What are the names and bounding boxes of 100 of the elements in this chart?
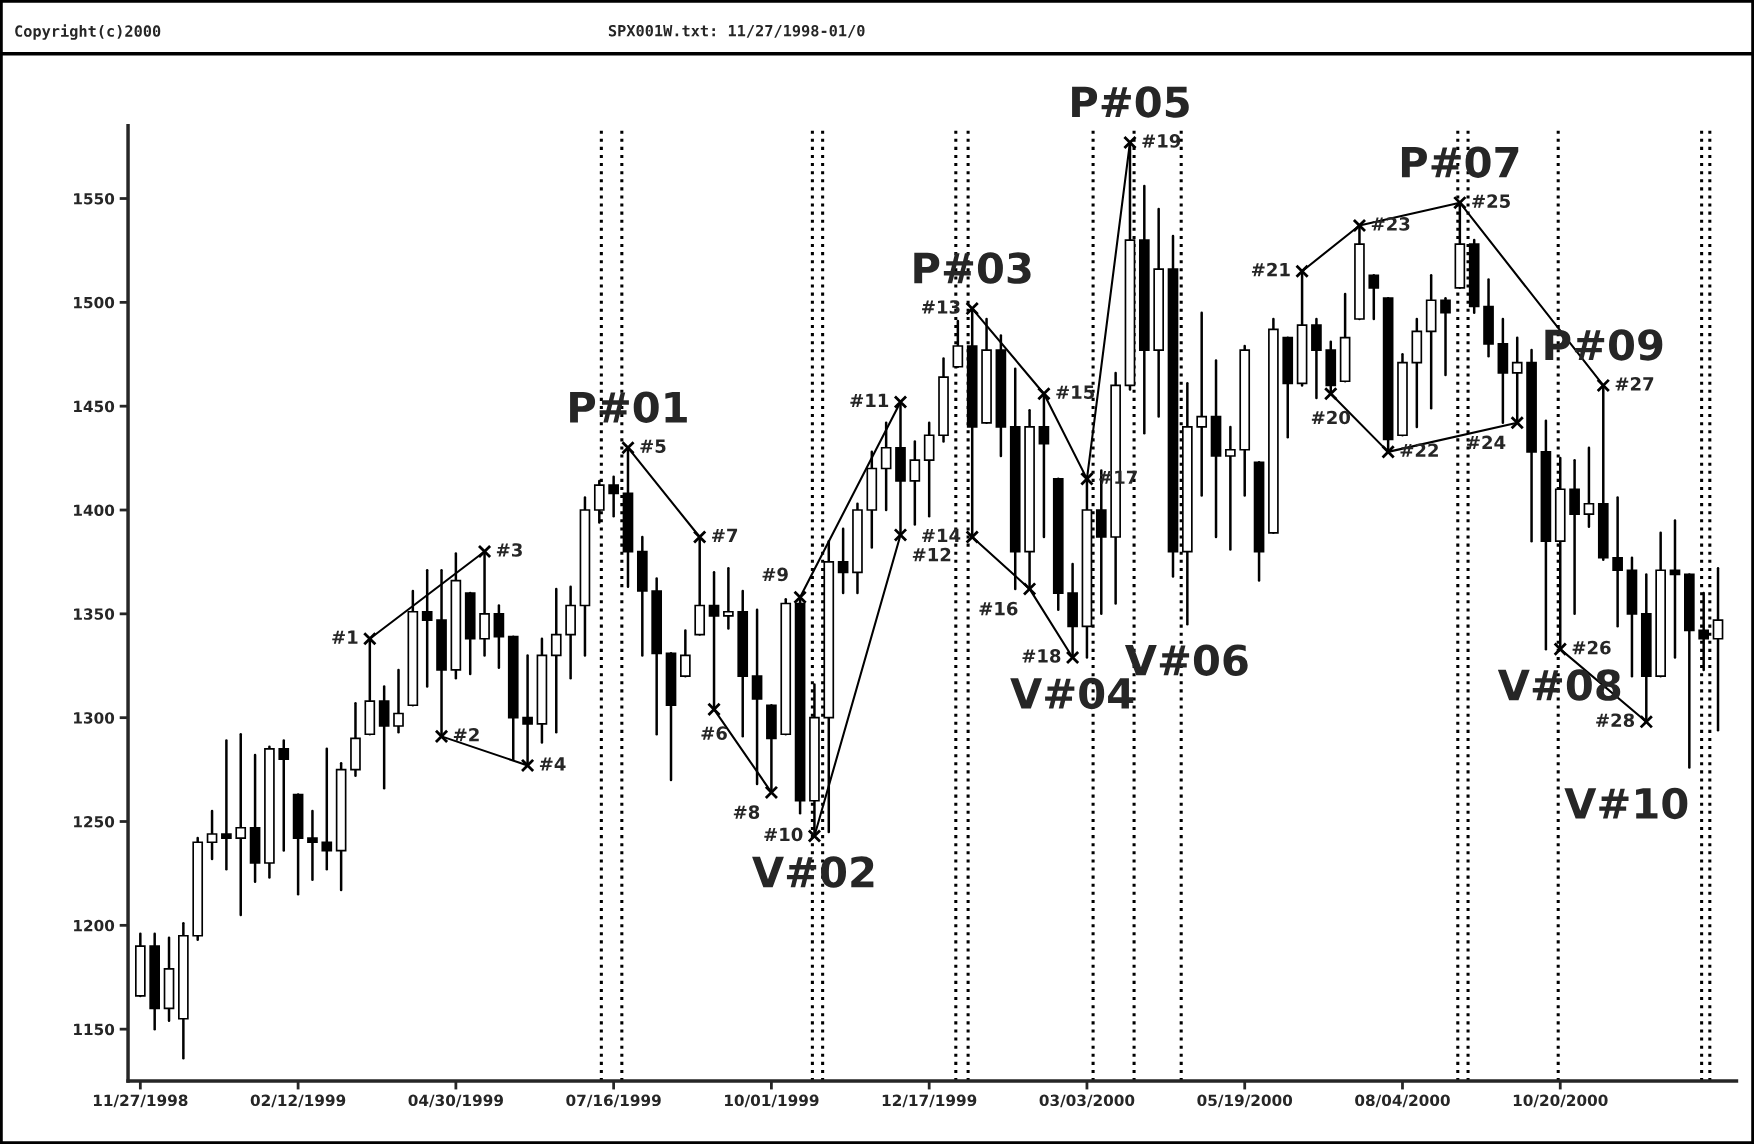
candlestick: [1440, 296, 1451, 377]
candlestick: [221, 739, 232, 871]
candlestick: [192, 836, 204, 942]
candlestick: [292, 793, 304, 896]
point: [477, 544, 492, 559]
point: [707, 702, 721, 717]
annotation: #25: [1472, 194, 1510, 208]
point: [1123, 135, 1137, 150]
candlestick: [737, 589, 749, 738]
annotation: P#03: [914, 252, 1031, 284]
text: Copyright(c)2000: [15, 24, 161, 40]
y-tick-label: 1250: [74, 815, 115, 828]
annotation: #3: [496, 543, 522, 557]
candlestick: [909, 440, 921, 526]
point: [893, 527, 908, 542]
candlestick: [235, 733, 247, 917]
candlestick: [723, 566, 734, 630]
point: [1553, 642, 1568, 657]
annotation: #13: [922, 300, 960, 314]
candlestick: [880, 421, 892, 512]
chart-title: SPX001W.txt: 11/27/1998-01/0: [608, 24, 865, 38]
y-tick-label: 1500: [74, 296, 115, 309]
point: [621, 440, 635, 455]
candlestick: [1669, 519, 1681, 659]
candlestick: [636, 535, 648, 657]
annotation: #21: [1251, 262, 1290, 277]
point: [807, 829, 822, 843]
annotation: V#10: [1564, 787, 1688, 820]
x-tick-label: 07/16/1999: [566, 1094, 661, 1108]
point: [1295, 264, 1310, 279]
annotation: P#05: [1072, 86, 1189, 118]
annotation: #23: [1371, 217, 1410, 231]
candlestick: [393, 668, 404, 734]
y-tick-label: 1450: [74, 400, 115, 413]
candlestick: [837, 527, 849, 595]
candlestick: [1282, 336, 1294, 439]
candlestick: [550, 587, 562, 734]
annotation: #24: [1467, 435, 1506, 450]
point: [1080, 471, 1094, 486]
candlestick: [1311, 317, 1322, 400]
x-tick-label: 02/12/1999: [250, 1094, 346, 1108]
x-tick-label: 08/04/2000: [1355, 1094, 1450, 1108]
annotation: #27: [1615, 377, 1654, 391]
point: [793, 590, 808, 605]
annotation: #20: [1311, 410, 1351, 425]
x-tick-label: 10/01/1999: [725, 1094, 819, 1108]
candlestick: [1196, 311, 1208, 497]
candlestick: [1425, 274, 1437, 410]
candlestick: [1569, 458, 1580, 616]
candlestick: [1612, 496, 1623, 628]
point: [362, 631, 377, 646]
y-tick-label: 1300: [74, 712, 115, 724]
point: [520, 758, 535, 773]
y-tick-label: 1200: [74, 919, 115, 932]
point: [1381, 444, 1396, 459]
point: [434, 729, 449, 744]
candlestick: [565, 585, 576, 680]
candlestick: [249, 753, 261, 883]
candlestick: [264, 745, 275, 879]
annotation: #4: [539, 757, 566, 771]
x-tick-label: 04/30/1999: [408, 1094, 503, 1108]
candlestick: [178, 922, 189, 1060]
point: [965, 530, 980, 544]
annotation: #15: [1056, 385, 1095, 399]
point: [1065, 650, 1080, 665]
y-tick-label: 1550: [74, 192, 115, 205]
annotation: P#01: [570, 391, 687, 423]
x-tick-label: 05/19/2000: [1197, 1094, 1293, 1108]
point: [1022, 581, 1037, 596]
annotation: #28: [1596, 713, 1635, 728]
point: [692, 530, 707, 544]
annotation: #19: [1142, 134, 1181, 148]
candlestick: [1210, 359, 1222, 539]
candlestick: [1138, 184, 1150, 435]
annotation: P#07: [1401, 146, 1519, 178]
annotation: V#06: [1124, 644, 1248, 676]
annotation: #18: [1022, 649, 1061, 663]
annotation: #8: [733, 805, 760, 819]
annotation: #26: [1572, 640, 1611, 655]
point: [965, 301, 980, 316]
candlestick: [651, 577, 663, 736]
annotation: #2: [453, 727, 479, 742]
point: [1352, 218, 1367, 233]
x-tick-label: 12/17/1999: [882, 1094, 977, 1108]
candlestick: [350, 701, 361, 778]
candlestick: [1225, 425, 1236, 551]
candlestick: [1483, 278, 1494, 358]
annotation: #1: [332, 630, 358, 644]
candlestick: [307, 809, 318, 881]
point: [893, 395, 908, 409]
point: [764, 785, 779, 800]
annotation: #9: [762, 567, 788, 582]
candlestick: [1153, 207, 1165, 418]
y-tick-label: 1150: [74, 1023, 115, 1036]
annotation: #7: [712, 528, 738, 542]
candlestick: [1683, 573, 1695, 769]
candlestick: [149, 932, 161, 1031]
point: [1036, 386, 1051, 401]
candlestick: [321, 747, 333, 871]
x-tick-label: 11/27/1998: [93, 1094, 188, 1108]
